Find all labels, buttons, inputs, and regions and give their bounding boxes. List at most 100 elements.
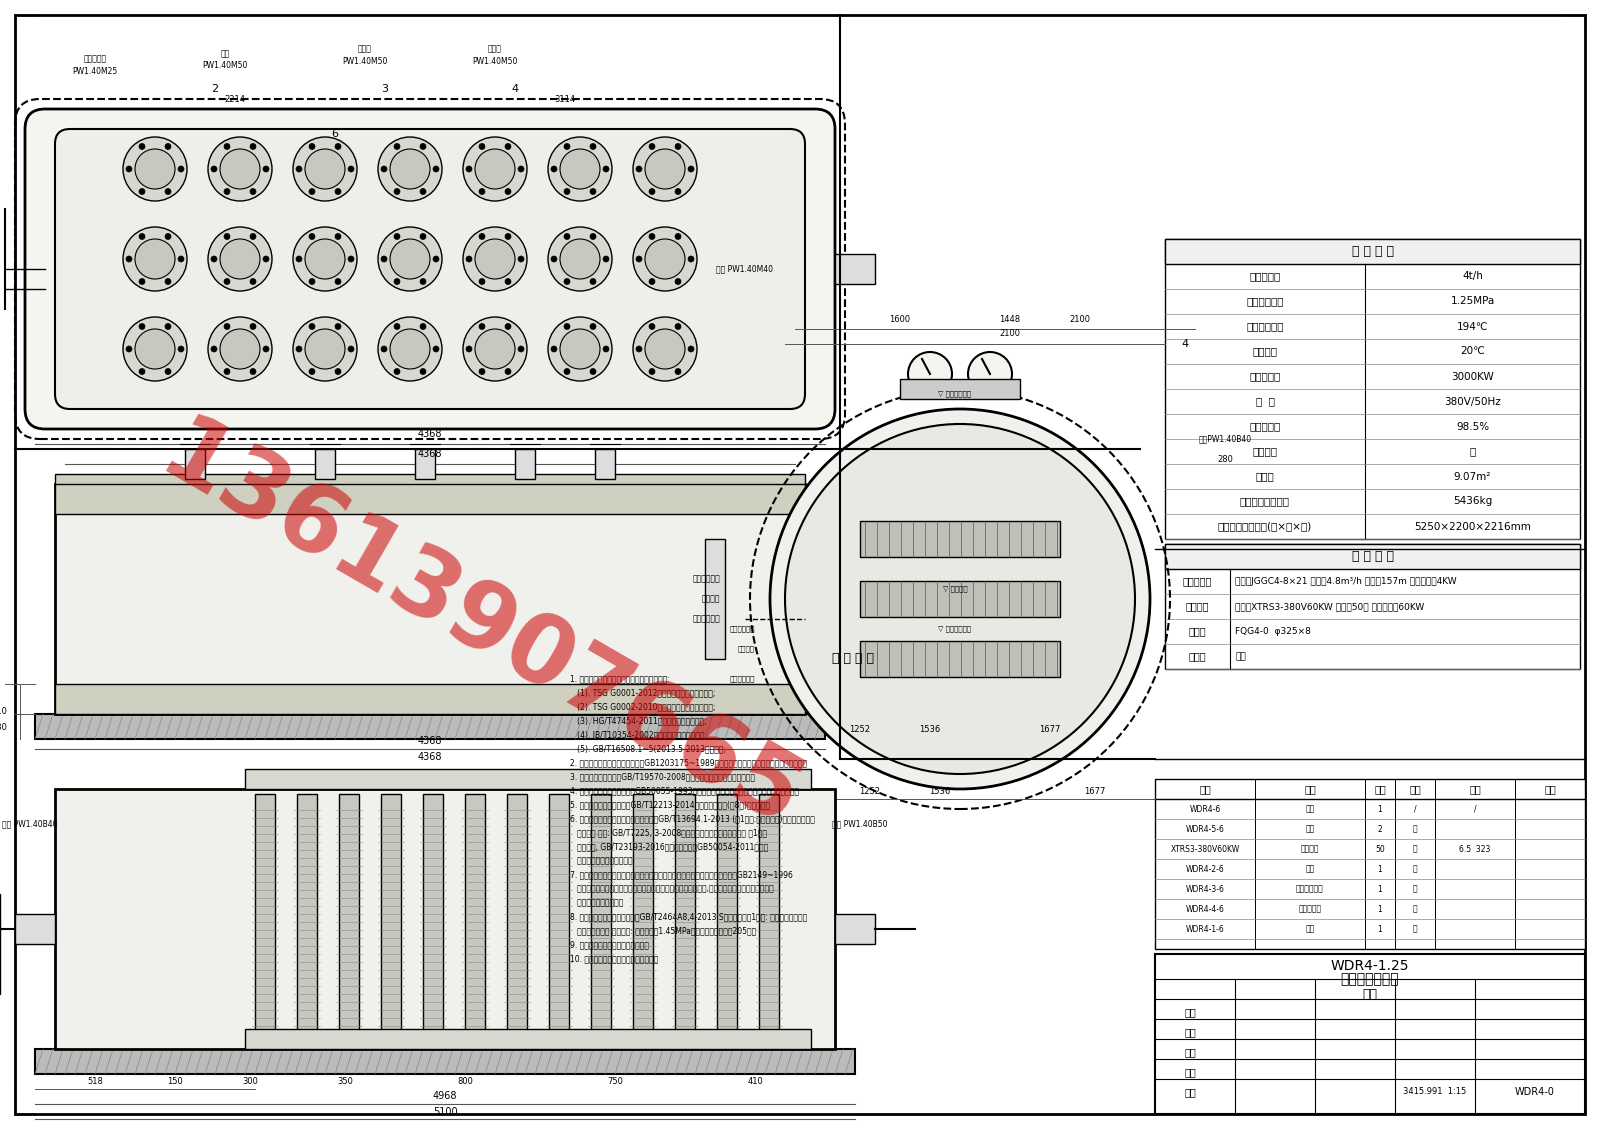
Text: XTRS3-380V60KW: XTRS3-380V60KW <box>1170 844 1240 854</box>
Circle shape <box>293 227 357 291</box>
Bar <box>515 449 534 479</box>
Text: PW1.40M50: PW1.40M50 <box>342 56 387 65</box>
Circle shape <box>165 143 171 149</box>
Circle shape <box>126 166 131 172</box>
Text: 代号: 代号 <box>1304 784 1315 794</box>
Circle shape <box>478 279 485 285</box>
Text: 排污PW1.40B40: 排污PW1.40B40 <box>1198 435 1251 444</box>
Circle shape <box>394 143 400 149</box>
Text: 3. 锅炉外部装置应符合GB/T19570-2008《工业锅炉工程安装》相关要求。: 3. 锅炉外部装置应符合GB/T19570-2008《工业锅炉工程安装》相关要求… <box>570 772 755 781</box>
Circle shape <box>518 256 525 262</box>
Circle shape <box>770 409 1150 789</box>
Text: 2100: 2100 <box>1000 330 1021 339</box>
Circle shape <box>434 166 438 172</box>
Text: 1: 1 <box>1378 904 1382 913</box>
Bar <box>861 641 1059 677</box>
Text: 最高安全水位: 最高安全水位 <box>693 614 720 623</box>
Text: 5. 锅炉给水泵的选择应符合GB/T12213-2014《电气燃烧炉》(第8版)相关规定。: 5. 锅炉给水泵的选择应符合GB/T12213-2014《电气燃烧炉》(第8版)… <box>570 800 770 809</box>
Text: WDR4-2-6: WDR4-2-6 <box>1186 865 1224 874</box>
Text: 最低安全水位: 最低安全水位 <box>730 625 755 632</box>
Text: 设计燃料: 设计燃料 <box>1253 446 1277 456</box>
Text: WDR4-1-6: WDR4-1-6 <box>1186 925 1224 934</box>
Circle shape <box>506 279 510 285</box>
Text: 194℃: 194℃ <box>1456 322 1488 332</box>
Circle shape <box>645 329 685 369</box>
Circle shape <box>134 239 174 279</box>
Circle shape <box>224 189 230 194</box>
Text: 电加热蒸汽锅炉: 电加热蒸汽锅炉 <box>1341 972 1400 986</box>
Text: 总图: 总图 <box>1363 988 1378 1000</box>
Text: 水容积: 水容积 <box>1256 472 1274 481</box>
Circle shape <box>650 234 654 239</box>
Bar <box>422 794 443 1044</box>
Circle shape <box>650 189 654 194</box>
Bar <box>590 794 611 1044</box>
Circle shape <box>419 143 426 149</box>
Text: 3415.991  1:15: 3415.991 1:15 <box>1403 1087 1467 1096</box>
Circle shape <box>506 234 510 239</box>
Circle shape <box>221 239 259 279</box>
Text: 锅炉给水泵: 锅炉给水泵 <box>1182 577 1213 586</box>
Circle shape <box>394 189 400 194</box>
Circle shape <box>563 279 570 285</box>
Text: 7. 电加热管采用氧化镁绝缘氧化镁粉末填充管，进管法兰和锅炉安全附件应符合GB2149~1996: 7. 电加热管采用氧化镁绝缘氧化镁粉末填充管，进管法兰和锅炉安全附件应符合GB2… <box>570 870 794 879</box>
Bar <box>899 379 1021 399</box>
Text: 410: 410 <box>747 1076 763 1085</box>
Text: WDR4-1.25: WDR4-1.25 <box>1331 959 1410 973</box>
Text: 1677: 1677 <box>1085 787 1106 796</box>
Circle shape <box>675 368 682 375</box>
Text: WDR4-3-6: WDR4-3-6 <box>1186 884 1224 893</box>
Text: 380V/50Hz: 380V/50Hz <box>1445 396 1501 406</box>
Circle shape <box>590 368 595 375</box>
Circle shape <box>675 324 682 330</box>
Circle shape <box>603 256 610 262</box>
Circle shape <box>394 279 400 285</box>
Circle shape <box>224 324 230 330</box>
Circle shape <box>394 368 400 375</box>
Circle shape <box>250 368 256 375</box>
Circle shape <box>134 329 174 369</box>
Circle shape <box>475 149 515 189</box>
Circle shape <box>381 166 387 172</box>
Text: 电气装置设计》有关规定。: 电气装置设计》有关规定。 <box>570 857 632 866</box>
Circle shape <box>250 324 256 330</box>
Bar <box>861 520 1059 557</box>
Text: 3114: 3114 <box>555 95 576 104</box>
Circle shape <box>419 368 426 375</box>
Text: 锅特大封头: 锅特大封头 <box>1299 904 1322 913</box>
Text: 锅炉大件运输尺寸(长×宽×高): 锅炉大件运输尺寸(长×宽×高) <box>1218 522 1312 532</box>
Circle shape <box>208 137 272 201</box>
Circle shape <box>394 234 400 239</box>
Circle shape <box>909 352 952 396</box>
Circle shape <box>650 324 654 330</box>
Circle shape <box>506 189 510 194</box>
Circle shape <box>211 166 218 172</box>
Bar <box>861 581 1059 618</box>
Circle shape <box>634 317 698 380</box>
Bar <box>507 794 526 1044</box>
Text: 10. 锅炉出厂后按照完善全套检验报告。: 10. 锅炉出厂后按照完善全套检验报告。 <box>570 954 658 963</box>
Circle shape <box>309 143 315 149</box>
Circle shape <box>475 329 515 369</box>
Circle shape <box>478 234 485 239</box>
Circle shape <box>603 345 610 352</box>
Text: 鑰: 鑰 <box>1413 925 1418 934</box>
Circle shape <box>650 143 654 149</box>
Text: (3). HG/T47454-2011《工业锅炉技术条件》;: (3). HG/T47454-2011《工业锅炉技术条件》; <box>570 717 707 726</box>
Circle shape <box>208 317 272 380</box>
Circle shape <box>334 279 341 285</box>
Circle shape <box>419 279 426 285</box>
Circle shape <box>419 234 426 239</box>
Text: (4). JB/T10354-2002《电加热锅炉技术条件》;: (4). JB/T10354-2002《电加热锅炉技术条件》; <box>570 730 707 739</box>
Text: 1: 1 <box>1378 884 1382 893</box>
Text: 制图: 制图 <box>1184 1027 1195 1038</box>
Circle shape <box>165 324 171 330</box>
Text: 1448: 1448 <box>1000 315 1021 324</box>
Circle shape <box>139 279 146 285</box>
Bar <box>298 794 317 1044</box>
Text: 230: 230 <box>0 723 6 732</box>
Text: WDR4-0: WDR4-0 <box>1515 1087 1555 1097</box>
Circle shape <box>139 368 146 375</box>
Bar <box>35 1049 854 1074</box>
Text: 6.5  323: 6.5 323 <box>1459 844 1491 854</box>
